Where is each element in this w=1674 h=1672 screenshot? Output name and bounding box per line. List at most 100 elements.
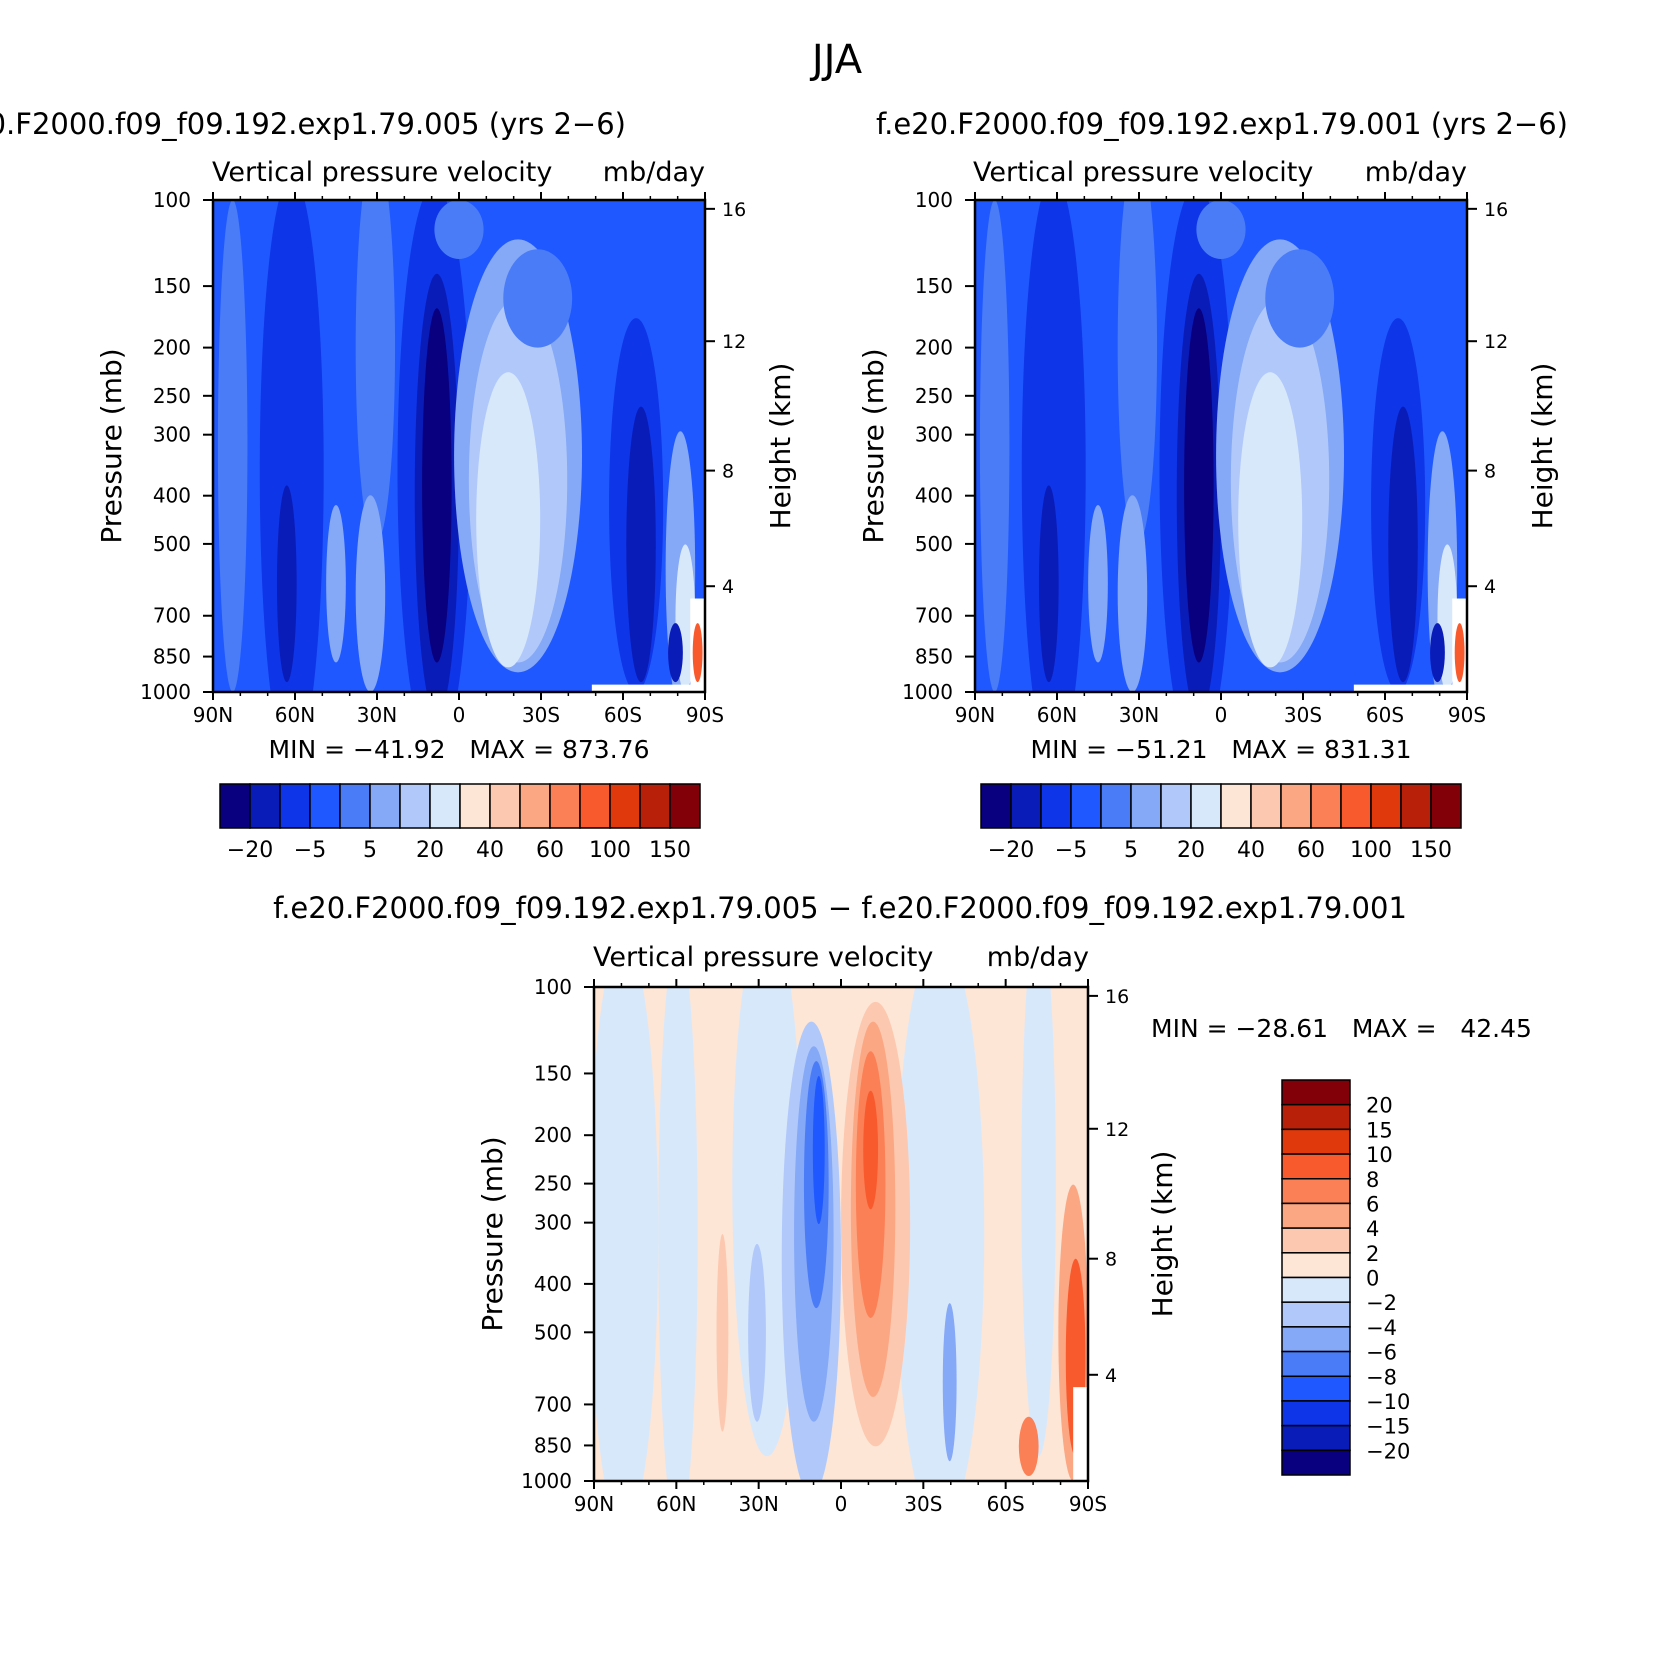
y-tick-label: 400 <box>915 484 953 508</box>
y-tick-label: 200 <box>534 1123 572 1147</box>
colorbar-label: 4 <box>1366 1217 1379 1241</box>
colorbar-swatch <box>279 783 311 829</box>
contour-region <box>1117 495 1148 692</box>
colorbar-label: 20 <box>1366 1094 1393 1118</box>
colorbar-label: 10 <box>1366 1143 1393 1167</box>
y-tick-label: 250 <box>153 384 191 408</box>
colorbar-label: −2 <box>1366 1291 1397 1315</box>
colorbar-label: −8 <box>1366 1365 1397 1389</box>
colorbar-swatch <box>1281 1276 1351 1303</box>
panel-2: f.e20.F2000.f09_f09.192.exp1.79.001 (yrs… <box>857 107 1568 863</box>
colorbar-swatch <box>249 783 281 829</box>
colorbar-swatch <box>519 783 551 829</box>
colorbar-swatch <box>1070 783 1102 829</box>
colorbar-label: 5 <box>363 838 377 863</box>
colorbar-swatch <box>1430 783 1462 829</box>
colorbar-swatch <box>1281 1301 1351 1328</box>
panel-1-stats: MIN = −41.92 MAX = 873.76 <box>269 735 650 764</box>
panel-3-stats: MIN = −28.61 MAX = 42.45 <box>1151 1014 1532 1043</box>
colorbar-swatch <box>399 783 431 829</box>
y-tick-label: 300 <box>915 423 953 447</box>
x-tick-label: 0 <box>835 1492 848 1516</box>
contour-region <box>326 505 346 663</box>
colorbar-swatch <box>669 783 701 829</box>
colorbar-swatch <box>1250 783 1282 829</box>
colorbar-swatch <box>549 783 581 829</box>
contour-region <box>1430 623 1445 683</box>
colorbar-label: 60 <box>1297 838 1325 863</box>
contour-region <box>594 987 659 1481</box>
panel-2-case-title: f.e20.F2000.f09_f09.192.exp1.79.001 (yrs… <box>876 107 1568 141</box>
colorbar-swatch <box>1370 783 1402 829</box>
colorbar-label: −20 <box>1366 1439 1410 1463</box>
colorbar-swatch <box>609 783 641 829</box>
y2-tick-label: 12 <box>1105 1119 1129 1141</box>
colorbar-label: 100 <box>1350 838 1392 863</box>
colorbar-label: 8 <box>1366 1168 1379 1192</box>
x-tick-label: 60S <box>1366 703 1404 727</box>
x-tick-label: 30N <box>1119 703 1159 727</box>
y2-tick-label: 12 <box>722 331 746 353</box>
y-tick-label: 100 <box>534 975 572 999</box>
contour-region <box>276 485 297 683</box>
colorbar-swatch <box>1281 1424 1351 1452</box>
panel-1-colorbar: −20 −5 5 20 40 60 100 150 <box>219 783 701 863</box>
colorbar-swatch <box>639 783 671 829</box>
panel-1-case-title: f.e20.F2000.f09_f09.192.exp1.79.005 (yrs… <box>0 107 626 141</box>
colorbar-swatch <box>369 783 401 829</box>
colorbar-swatch <box>1281 1252 1351 1279</box>
y2-tick-label: 16 <box>1484 199 1508 221</box>
y-tick-label: 850 <box>534 1433 572 1457</box>
y-tick-label: 400 <box>534 1272 572 1296</box>
contour-region <box>1021 987 1056 1457</box>
x-tick-label: 90S <box>1069 1492 1107 1516</box>
colorbar-label: −20 <box>988 838 1034 863</box>
contour-region <box>863 1090 879 1210</box>
colorbar-swatch <box>1280 783 1312 829</box>
y-tick-label: 150 <box>915 274 953 298</box>
contour-region <box>217 200 248 692</box>
colorbar-swatch <box>219 783 251 829</box>
contour-region <box>1454 623 1465 683</box>
colorbar-label: −5 <box>294 838 326 863</box>
y-tick-label: 1000 <box>902 680 953 704</box>
colorbar-swatch <box>1281 1375 1351 1402</box>
panel-1-variable-label: Vertical pressure velocity <box>212 157 552 188</box>
colorbar-swatch <box>980 783 1012 829</box>
missing-data <box>1073 1387 1088 1481</box>
x-tick-label: 60N <box>275 703 315 727</box>
colorbar-swatch <box>1160 783 1192 829</box>
colorbar-label: −5 <box>1055 838 1087 863</box>
contour-region <box>1018 1416 1039 1477</box>
contour-region <box>1021 200 1086 692</box>
y2-tick-label: 4 <box>1484 576 1496 598</box>
x-tick-label: 60N <box>1037 703 1077 727</box>
y2-tick-label: 12 <box>1484 331 1508 353</box>
colorbar-swatch <box>1340 783 1372 829</box>
panel-3-y2label: Height (km) <box>1146 1151 1179 1318</box>
colorbar-label: −6 <box>1366 1341 1397 1365</box>
colorbar-label: 6 <box>1366 1192 1379 1216</box>
contour-region <box>692 623 703 683</box>
panel-2-plot: 90N 60N 30N 0 30S 60S 90S 100 150 200 250 300 400 500… <box>902 188 1508 727</box>
colorbar-swatch <box>309 783 341 829</box>
panel-2-colorbar: −20 −5 5 20 40 60 100 150 <box>980 783 1462 863</box>
y-tick-label: 300 <box>153 423 191 447</box>
y-tick-label: 250 <box>915 384 953 408</box>
contour-region <box>1038 485 1059 683</box>
colorbar-label: 20 <box>1177 838 1205 863</box>
y-tick-label: 500 <box>915 532 953 556</box>
y-tick-label: 100 <box>915 188 953 212</box>
x-tick-label: 30S <box>522 703 560 727</box>
contour-region <box>1088 505 1108 663</box>
colorbar-swatch <box>1040 783 1072 829</box>
colorbar-swatch <box>1281 1128 1351 1155</box>
colorbar-swatch <box>1281 1227 1351 1254</box>
x-tick-label: 90N <box>955 703 995 727</box>
x-tick-label: 0 <box>1215 703 1228 727</box>
colorbar-swatch <box>1281 1449 1351 1476</box>
y-tick-label: 150 <box>153 274 191 298</box>
y2-tick-label: 4 <box>1105 1365 1117 1387</box>
colorbar-swatch <box>1281 1400 1351 1427</box>
panel-2-ylabel: Pressure (mb) <box>857 348 890 543</box>
